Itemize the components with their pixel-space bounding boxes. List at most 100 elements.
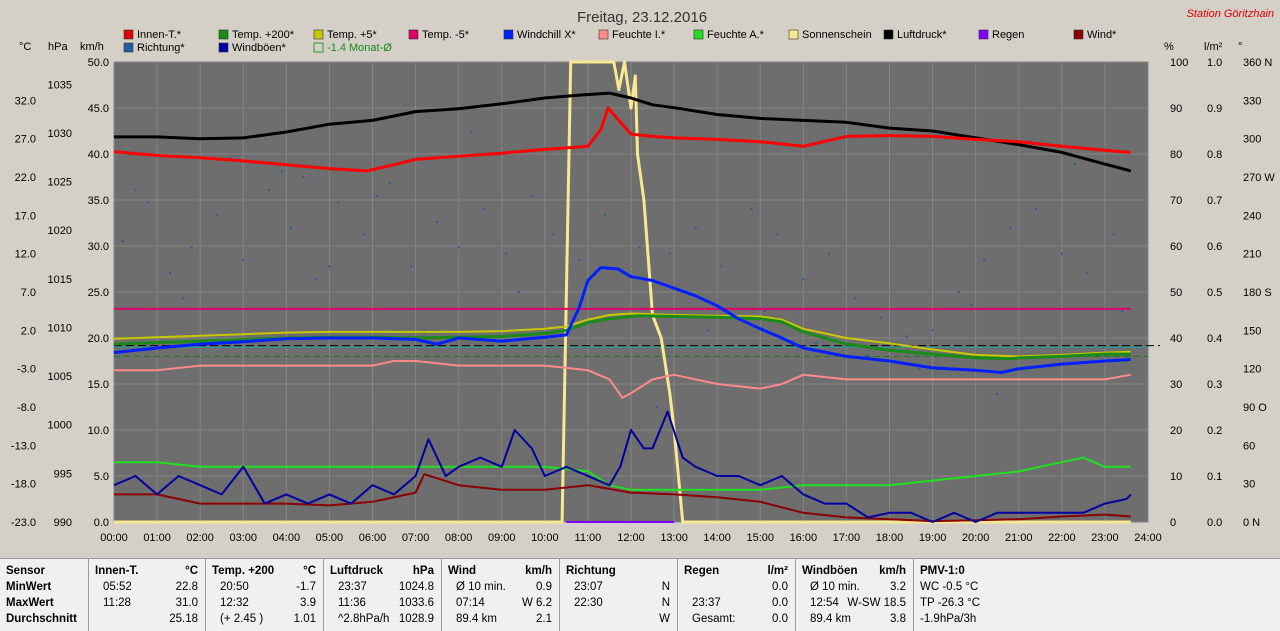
table-cell-time: (+ 2.45 ) xyxy=(220,613,264,625)
direction-point xyxy=(169,271,172,274)
table-column: Sensor MinWert MaxWert Durchschnitt xyxy=(0,559,88,631)
tick-label-humidity: 100 xyxy=(1170,57,1188,69)
tick-label-time: 21:00 xyxy=(1005,532,1033,544)
legend-label: Regen xyxy=(992,29,1024,41)
direction-point xyxy=(268,188,271,191)
tick-label-direction: 60 xyxy=(1243,440,1255,452)
tick-label-wind: 20.0 xyxy=(88,333,109,345)
tick-label-rain: 0.0 xyxy=(1207,517,1222,529)
direction-point xyxy=(1121,310,1124,313)
tick-label-wind: 0.0 xyxy=(94,517,109,529)
table-cell-time: 12:32 xyxy=(220,597,249,609)
legend-label: -1.4 Monat-Ø xyxy=(327,42,392,54)
table-cell-value: 22.8 xyxy=(175,581,198,593)
tick-label-time: 13:00 xyxy=(660,532,688,544)
unit-label-left: °C xyxy=(19,41,31,53)
tick-label-wind: 30.0 xyxy=(88,241,109,253)
legend-swatch xyxy=(1073,29,1084,40)
table-header-unit: km/h xyxy=(879,565,906,577)
legend-swatch xyxy=(313,42,324,53)
direction-scatter xyxy=(121,131,1124,408)
direction-point xyxy=(720,265,723,268)
direction-point xyxy=(530,195,533,198)
direction-point xyxy=(289,227,292,230)
legend-label: Windböen* xyxy=(232,42,287,54)
series-line-feuchte-a xyxy=(114,456,1131,491)
tick-label-time: 01:00 xyxy=(143,532,171,544)
tick-label-temp: -3.0 xyxy=(17,364,36,376)
tick-label-wind: 15.0 xyxy=(88,379,109,391)
direction-point xyxy=(121,239,124,242)
tick-label-pressure: 1025 xyxy=(48,177,72,189)
legend-label: Sonnenschein xyxy=(802,29,872,41)
direction-point xyxy=(763,310,766,313)
tick-label-wind: 35.0 xyxy=(88,195,109,207)
direction-point xyxy=(970,303,973,306)
tick-label-wind: 10.0 xyxy=(88,425,109,437)
tick-label-time: 05:00 xyxy=(316,532,344,544)
tick-label-direction: 210 xyxy=(1243,249,1261,261)
tick-label-time: 03:00 xyxy=(229,532,257,544)
table-cell-time: Ø 10 min. xyxy=(810,581,860,593)
direction-point xyxy=(281,169,284,172)
unit-label-right: l/m² xyxy=(1204,41,1223,53)
direction-point xyxy=(181,297,184,300)
statistics-table: Sensor MinWert MaxWert Durchschnitt Innen-T.… xyxy=(0,558,1280,631)
legend-label: Temp. +200* xyxy=(232,29,295,41)
table-column: Regen l/m² 23:37 0.0 Gesamt: 0.0 0.0 xyxy=(677,559,796,631)
table-header-unit: °C xyxy=(185,565,198,577)
series-line-windb-en xyxy=(113,410,1132,523)
table-cell-time: 22:30 xyxy=(574,597,603,609)
tick-label-temp: 7.0 xyxy=(21,287,36,299)
direction-point xyxy=(242,259,245,262)
direction-point xyxy=(229,156,232,159)
tick-label-direction: 270 W xyxy=(1243,172,1275,184)
table-header: Richtung xyxy=(566,565,616,577)
table-header-unit: °C xyxy=(303,565,316,577)
legend-label: Feuchte I.* xyxy=(612,29,666,41)
tick-label-temp: 22.0 xyxy=(15,172,36,184)
direction-point xyxy=(423,329,426,332)
tick-label-temp: 27.0 xyxy=(15,134,36,146)
direction-point xyxy=(375,195,378,198)
direction-point xyxy=(436,220,439,223)
tick-label-temp: -18.0 xyxy=(11,479,36,491)
table-cell-value: -1.7 xyxy=(296,581,316,593)
tick-label-temp: -23.0 xyxy=(11,517,36,529)
tick-label-time: 18:00 xyxy=(876,532,904,544)
direction-point xyxy=(854,297,857,300)
table-cell-value: 0.9 xyxy=(536,581,552,593)
tick-label-time: 00:00 xyxy=(100,532,128,544)
direction-point xyxy=(983,259,986,262)
tick-label-direction: 90 O xyxy=(1243,402,1267,414)
direction-point xyxy=(668,252,671,255)
direction-point xyxy=(996,393,999,396)
series-line-luftdruck xyxy=(114,91,1132,173)
table-cell-value: 31.0 xyxy=(175,597,198,609)
tick-label-humidity: 70 xyxy=(1170,195,1182,207)
table-cell-time: 11:28 xyxy=(103,597,131,609)
table-header: PMV-1:0 xyxy=(920,565,965,577)
tick-label-temp: 12.0 xyxy=(15,249,36,261)
table-column: Richtung 23:07 N 22:30 N W xyxy=(559,559,678,631)
tick-label-rain: 0.7 xyxy=(1207,195,1222,207)
tick-label-temp: 2.0 xyxy=(21,325,36,337)
chart-title: Freitag, 23.12.2016 xyxy=(577,9,707,26)
direction-point xyxy=(750,207,753,210)
series-line-feuchte-i xyxy=(114,360,1131,399)
direction-point xyxy=(957,291,960,293)
table-cell-value: 3.8 xyxy=(890,613,906,625)
direction-point xyxy=(828,252,831,255)
table-header: Luftdruck xyxy=(330,565,384,577)
table-cell-time: 05:52 xyxy=(103,581,132,593)
tick-label-pressure: 1000 xyxy=(48,420,72,432)
tick-label-time: 02:00 xyxy=(186,532,214,544)
tick-label-humidity: 90 xyxy=(1170,103,1182,115)
chart-legend: Innen-T.* Temp. +200* Temp. +5* Temp. -5* Wi… xyxy=(123,29,1117,54)
tick-label-direction: 30 xyxy=(1243,479,1255,491)
tick-label-time: 23:00 xyxy=(1091,532,1119,544)
tick-label-time: 14:00 xyxy=(703,532,731,544)
series-line-wind xyxy=(114,473,1131,523)
table-cell-value: 1028.9 xyxy=(398,613,434,625)
